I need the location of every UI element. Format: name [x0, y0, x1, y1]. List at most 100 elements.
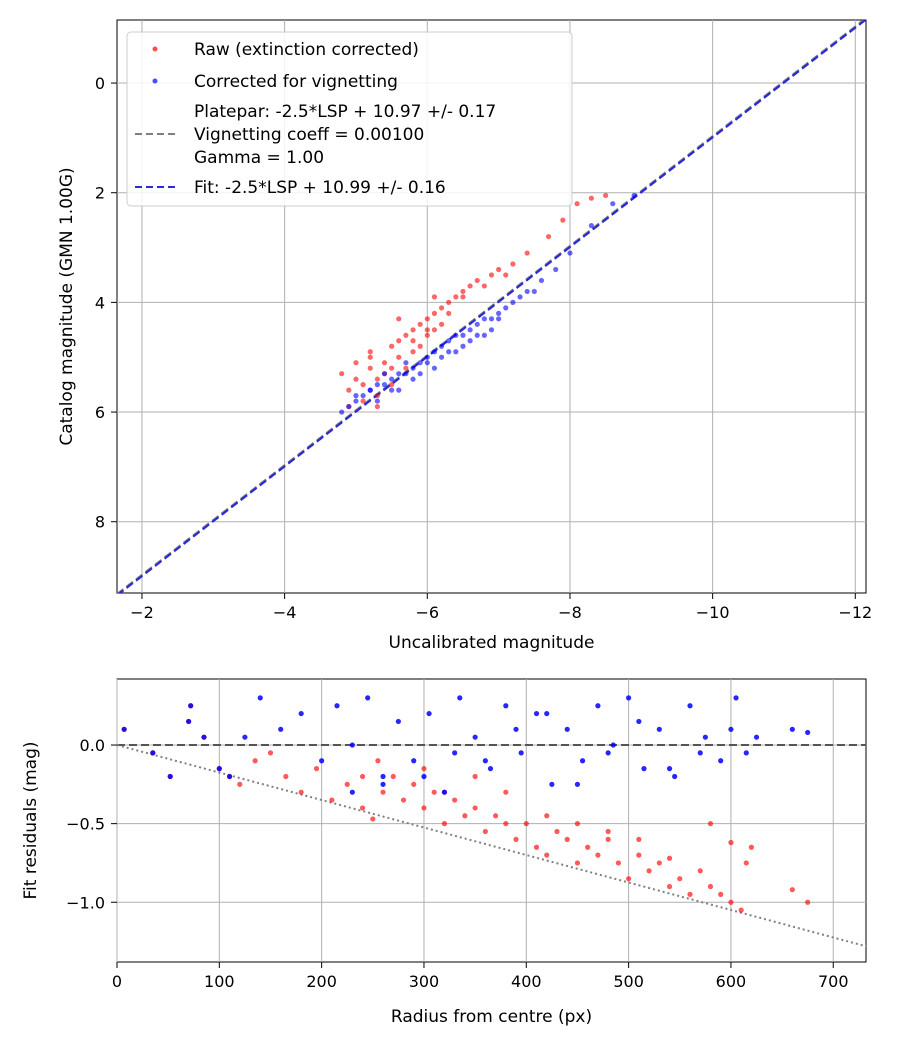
- raw-residual-point: [421, 766, 427, 772]
- raw-residual-point: [482, 828, 488, 835]
- corrected-residual-point: [349, 789, 355, 795]
- raw-residual-point: [677, 876, 683, 882]
- raw-point: [438, 321, 445, 327]
- corrected-residual-point: [411, 758, 417, 764]
- raw-point: [460, 294, 466, 300]
- corrected-point: [496, 310, 502, 316]
- corrected-residual-point: [626, 695, 632, 701]
- corrected-point: [610, 201, 616, 207]
- top-y-tick-label: 4: [95, 293, 105, 312]
- corrected-residual-point: [242, 734, 248, 740]
- bottom-x-tick-label: 200: [306, 972, 337, 991]
- corrected-residual-point: [789, 726, 795, 732]
- raw-point: [353, 376, 359, 382]
- raw-residual-point: [626, 876, 632, 882]
- corrected-residual-point: [595, 703, 601, 709]
- raw-point: [496, 266, 502, 273]
- corrected-residual-point: [257, 695, 263, 701]
- top-axes-frame: [116, 19, 867, 594]
- corrected-residual-point: [574, 781, 581, 787]
- raw-point: [424, 332, 430, 338]
- corrected-point: [396, 371, 402, 377]
- top-x-axis-label: Uncalibrated magnitude: [389, 633, 595, 653]
- raw-point: [396, 316, 402, 322]
- raw-residual-point: [359, 805, 366, 811]
- raw-point: [374, 376, 380, 382]
- top-x-tick-label: −6: [416, 603, 440, 622]
- raw-residual-point: [523, 821, 529, 827]
- corrected-point: [631, 192, 637, 199]
- raw-residual-point: [687, 891, 693, 897]
- corrected-residual-point: [605, 750, 611, 756]
- corrected-residual-point: [452, 750, 458, 756]
- raw-residual-point: [411, 781, 417, 787]
- corrected-point: [588, 223, 594, 229]
- legend-vignetting-label: Vignetting coeff = 0.00100: [194, 125, 424, 145]
- legend-corrected-marker: [152, 78, 158, 84]
- raw-residual-point: [789, 887, 795, 893]
- raw-residual-point: [728, 899, 734, 905]
- corrected-residual-point: [805, 729, 811, 736]
- corrected-residual-point: [733, 695, 739, 701]
- legend-raw-marker: [152, 46, 158, 52]
- raw-residual-point: [656, 860, 662, 866]
- raw-residual-point: [513, 836, 519, 842]
- legend: Raw (extinction corrected) Corrected for…: [126, 31, 573, 207]
- raw-residual-point: [298, 789, 304, 795]
- bottom-y-tick-label: −0.5: [66, 815, 105, 834]
- bottom-x-axis-label: Radius from centre (px): [391, 1007, 592, 1027]
- corrected-point: [381, 371, 388, 377]
- raw-point: [360, 382, 366, 388]
- raw-residual-point: [344, 781, 350, 787]
- raw-point: [339, 371, 345, 377]
- corrected-residual-point: [702, 734, 708, 740]
- corrected-residual-point: [426, 710, 432, 717]
- raw-residual-point: [805, 899, 811, 905]
- corrected-point: [517, 294, 523, 300]
- raw-point: [410, 327, 416, 333]
- top-y-axis-label: Catalog magnitude (GMN 1.00G): [57, 167, 77, 445]
- top-x-tick-label: −10: [696, 603, 730, 622]
- legend-platepar-label: Platepar: -2.5*LSP + 10.97 +/- 0.17: [194, 102, 496, 122]
- corrected-residual-point: [380, 773, 386, 780]
- raw-residual-point: [666, 855, 673, 861]
- corrected-residual-point: [641, 766, 647, 772]
- corrected-residual-point: [666, 766, 673, 772]
- raw-point: [381, 360, 388, 366]
- corrected-point: [417, 371, 423, 377]
- raw-point: [389, 382, 395, 388]
- raw-point: [446, 299, 452, 305]
- corrected-point: [424, 354, 430, 360]
- raw-point: [574, 201, 580, 207]
- bottom-x-tick-label: 100: [204, 972, 235, 991]
- legend-fit-label: Fit: -2.5*LSP + 10.99 +/- 0.16: [194, 178, 446, 198]
- corrected-residual-point: [636, 718, 642, 725]
- raw-point: [396, 354, 402, 360]
- raw-residual-point: [283, 773, 289, 780]
- raw-point: [367, 365, 373, 371]
- raw-point: [389, 343, 395, 349]
- corrected-residual-point: [216, 766, 222, 772]
- corrected-residual-point: [718, 758, 724, 764]
- raw-residual-point: [728, 839, 734, 846]
- top-lines: [117, 20, 866, 593]
- corrected-point: [389, 387, 395, 393]
- raw-residual-point: [615, 860, 621, 866]
- corrected-point: [453, 332, 459, 338]
- raw-residual-point: [380, 789, 386, 795]
- corrected-residual-point: [513, 726, 519, 732]
- corrected-residual-point: [472, 734, 478, 740]
- raw-residual-point: [564, 836, 570, 842]
- corrected-point: [538, 277, 545, 284]
- raw-point: [374, 393, 380, 399]
- raw-residual-point: [595, 852, 601, 858]
- raw-point: [367, 349, 373, 355]
- corrected-residual-point: [610, 742, 616, 748]
- corrected-point: [353, 393, 359, 399]
- raw-residual-point: [452, 797, 458, 803]
- corrected-residual-point: [687, 703, 693, 709]
- corrected-residual-point: [743, 750, 749, 756]
- corrected-residual-point: [298, 710, 304, 717]
- raw-point: [588, 195, 594, 201]
- raw-residual-point: [697, 868, 703, 874]
